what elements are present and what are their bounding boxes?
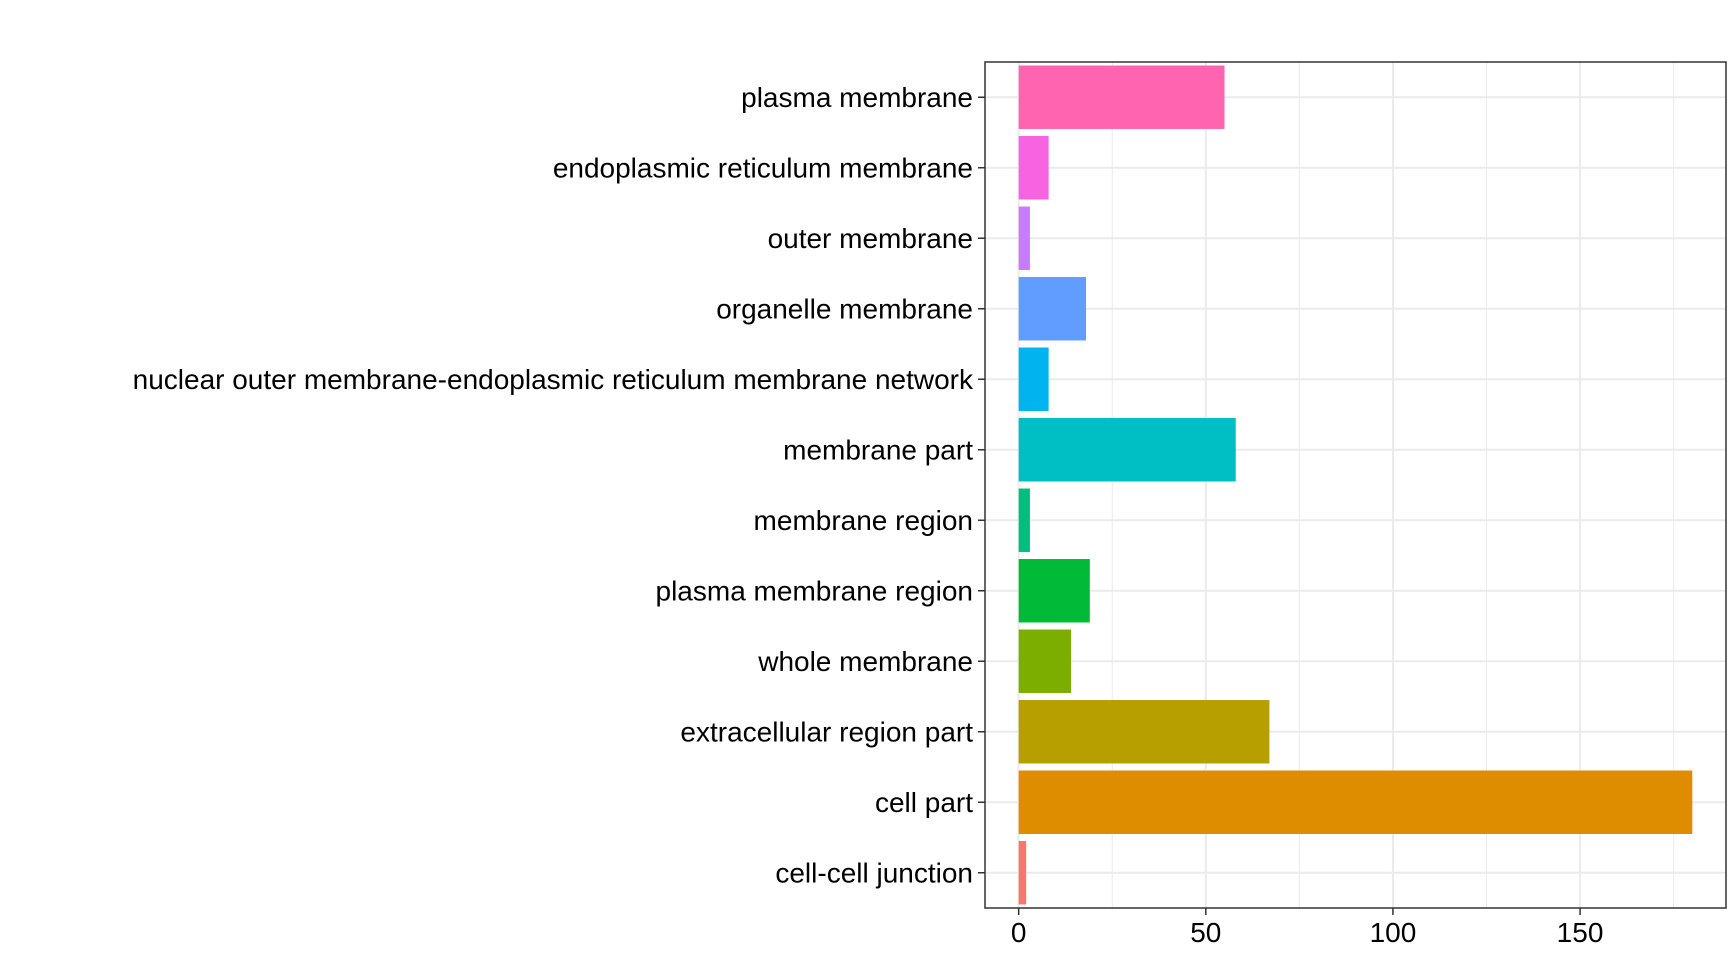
bar [1018, 629, 1072, 693]
category-label: membrane part [783, 434, 973, 465]
category-label: organelle membrane [716, 293, 973, 324]
category-label: cell part [875, 787, 973, 818]
bar [1018, 136, 1049, 200]
gridlines [985, 62, 1726, 908]
bar [1018, 347, 1049, 411]
plot-panel-background [985, 62, 1726, 908]
category-label: whole membrane [757, 646, 973, 677]
category-label: membrane region [754, 505, 973, 536]
category-label: plasma membrane [741, 82, 973, 113]
x-tick-label: 150 [1557, 917, 1604, 948]
x-tick-label: 100 [1370, 917, 1417, 948]
category-label: endoplasmic reticulum membrane [553, 152, 973, 183]
category-label: outer membrane [768, 223, 973, 254]
category-label: cell-cell junction [775, 857, 973, 888]
bar [1018, 65, 1225, 129]
bar [1018, 841, 1027, 905]
category-label: nuclear outer membrane-endoplasmic retic… [133, 364, 974, 395]
plot-panel-border [984, 61, 1727, 909]
x-tick-label: 0 [1011, 917, 1027, 948]
bar [1018, 277, 1087, 341]
x-axis: 0 50 100 150 [1011, 908, 1604, 948]
category-label: extracellular region part [680, 716, 973, 747]
bar [1018, 206, 1030, 270]
bar [1018, 418, 1236, 482]
y-axis: plasma membrane endoplasmic reticulum mem… [133, 82, 985, 888]
bar [1018, 488, 1030, 552]
bar [1018, 700, 1270, 764]
bars [1018, 65, 1693, 905]
category-label: plasma membrane region [656, 575, 974, 606]
bar [1018, 559, 1090, 623]
bar [1018, 770, 1693, 834]
x-tick-label: 50 [1190, 917, 1221, 948]
